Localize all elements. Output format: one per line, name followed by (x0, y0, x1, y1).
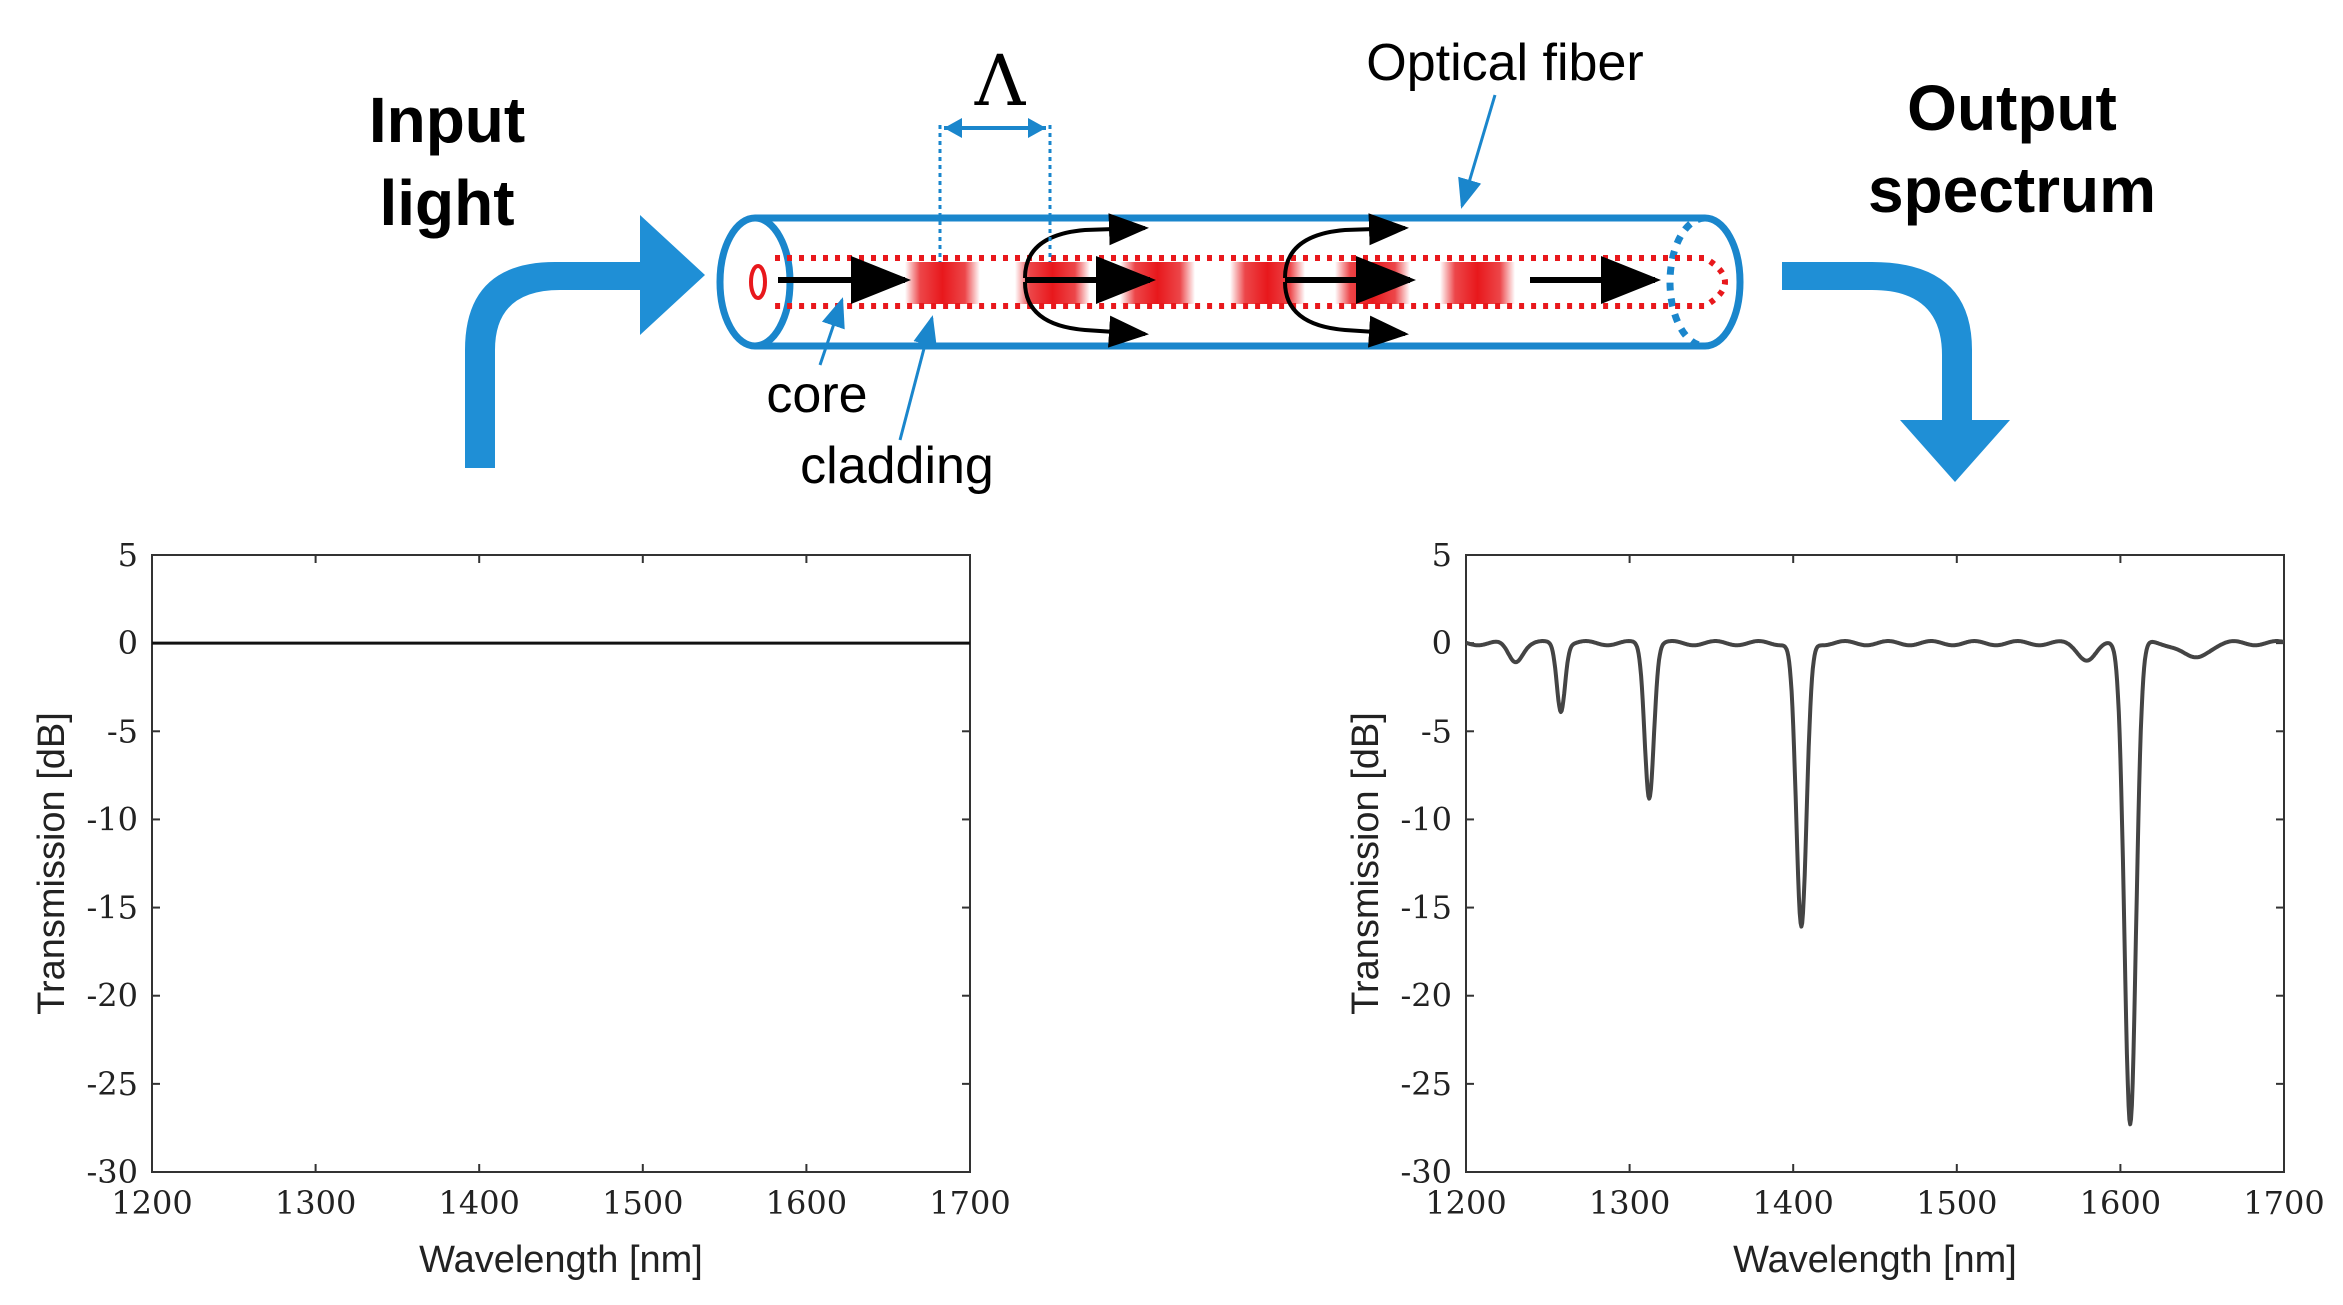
input-label-line1: Input (369, 84, 525, 156)
cladding-pointer (898, 315, 937, 441)
y-tick-label: 5 (1432, 536, 1452, 574)
x-axis-title: Wavelength [nm] (1733, 1239, 2017, 1281)
period-marker: Λ (938, 40, 1052, 262)
y-axis-title: Transmission [dB] (31, 712, 73, 1015)
y-tick-label: -5 (107, 712, 138, 750)
plot-frame (151, 554, 971, 1173)
x-tick-label: 1700 (929, 1184, 1010, 1222)
cladding-mode-arrows (1023, 213, 1409, 348)
input-arrow-icon (465, 215, 705, 468)
series-line-output (1464, 639, 2286, 1127)
y-tick-label: 0 (1432, 624, 1452, 662)
core-input-face (749, 264, 767, 300)
y-tick-label: -30 (86, 1153, 138, 1191)
fiber-output-face-hidden (1666, 214, 1706, 350)
y-tick-label: -20 (1400, 977, 1452, 1015)
x-tick-label: 1600 (2080, 1184, 2161, 1222)
y-tick-label: -15 (1400, 889, 1452, 927)
y-tick-label: 5 (118, 536, 138, 574)
input-label-line2: light (379, 167, 514, 239)
y-tick-label: -10 (1400, 800, 1452, 838)
y-tick-label: -15 (86, 889, 138, 927)
y-tick-label: -10 (86, 800, 138, 838)
x-tick-label: 1600 (766, 1184, 847, 1222)
x-tick-label: 1300 (275, 1184, 356, 1222)
y-tick-label: -5 (1421, 712, 1452, 750)
y-tick-label: -30 (1400, 1153, 1452, 1191)
y-tick-label: -20 (86, 977, 138, 1015)
y-tick-label: -25 (86, 1065, 138, 1103)
cladding-label: cladding (800, 437, 994, 495)
x-tick-label: 1500 (602, 1184, 683, 1222)
core-pointer (818, 297, 845, 366)
fiber-diagram: Λ Optical fiber core cladding Input ligh… (369, 34, 2156, 495)
x-tick-label: 1300 (1589, 1184, 1670, 1222)
period-symbol: Λ (974, 40, 1027, 122)
x-tick-label: 1400 (438, 1184, 519, 1222)
x-tick-label: 1700 (2243, 1184, 2324, 1222)
fiber-core (775, 255, 1729, 309)
x-tick-label: 1200 (111, 1184, 192, 1222)
x-axis-title: Wavelength [nm] (419, 1239, 703, 1281)
output-label-line2: spectrum (1868, 154, 2156, 226)
plot-frame (1465, 554, 2285, 1173)
x-tick-label: 1400 (1752, 1184, 1833, 1222)
y-axis-title: Transmission [dB] (1345, 712, 1387, 1015)
output-label-line1: Output (1907, 72, 2117, 144)
x-tick-label: 1500 (1916, 1184, 1997, 1222)
y-tick-label: 0 (118, 624, 138, 662)
output-arrow-icon (1782, 262, 2010, 482)
y-tick-label: -25 (1400, 1065, 1452, 1103)
grating (905, 262, 1515, 304)
core-label: core (766, 366, 867, 424)
fiber-body (755, 214, 1744, 350)
x-tick-label: 1200 (1425, 1184, 1506, 1222)
fiber-pointer (1458, 94, 1497, 209)
fiber-label: Optical fiber (1366, 34, 1643, 92)
